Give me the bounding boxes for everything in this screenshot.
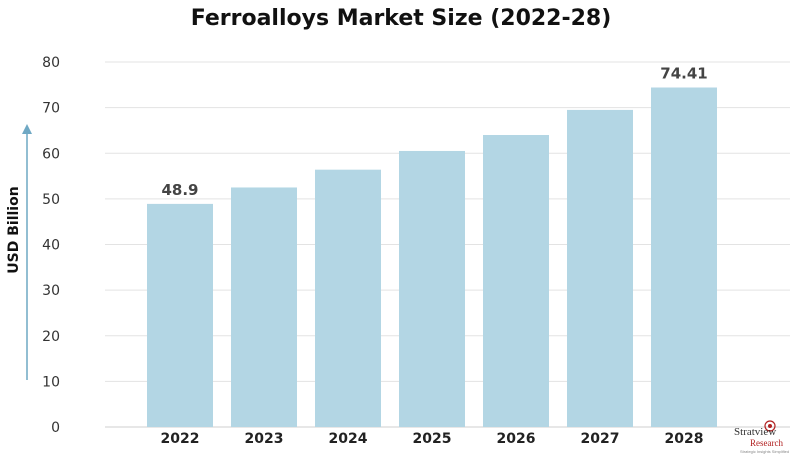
y-tick-label: 80 — [42, 55, 60, 71]
bar — [567, 109, 633, 427]
logo-name: Stratview — [734, 426, 777, 438]
logo-tagline: Strategic Insights Simplified — [740, 449, 790, 454]
x-tick-label: 2022 — [161, 431, 200, 447]
x-tick-label: 2028 — [665, 431, 704, 447]
chart-title: Ferroalloys Market Size (2022-28) — [190, 6, 612, 31]
logo-target-icon — [764, 420, 776, 432]
bar — [231, 187, 297, 427]
bar — [315, 169, 381, 428]
y-axis-arrow-head — [22, 124, 32, 134]
bar — [651, 87, 717, 428]
bar — [483, 135, 549, 427]
x-tick-label: 2023 — [245, 431, 284, 447]
x-tick-label: 2027 — [581, 431, 620, 447]
data-label: 48.9 — [161, 181, 198, 199]
y-tick-label: 10 — [42, 374, 60, 390]
x-tick-label: 2024 — [329, 431, 368, 447]
x-tick-label: 2026 — [497, 431, 536, 447]
bar — [399, 150, 465, 427]
bar — [147, 203, 213, 427]
x-tick-label: 2025 — [413, 431, 452, 447]
y-tick-label: 50 — [42, 192, 60, 208]
y-tick-label: 20 — [42, 329, 60, 345]
logo-sub: Research — [750, 438, 783, 448]
y-tick-label: 0 — [51, 420, 60, 436]
y-tick-label: 60 — [42, 146, 60, 162]
y-tick-label: 30 — [42, 283, 60, 299]
stratview-logo: Stratview Research Strategic Insights Si… — [734, 420, 800, 458]
y-tick-label: 40 — [42, 238, 60, 254]
y-tick-label: 70 — [42, 101, 60, 117]
data-label: 74.41 — [660, 65, 707, 83]
